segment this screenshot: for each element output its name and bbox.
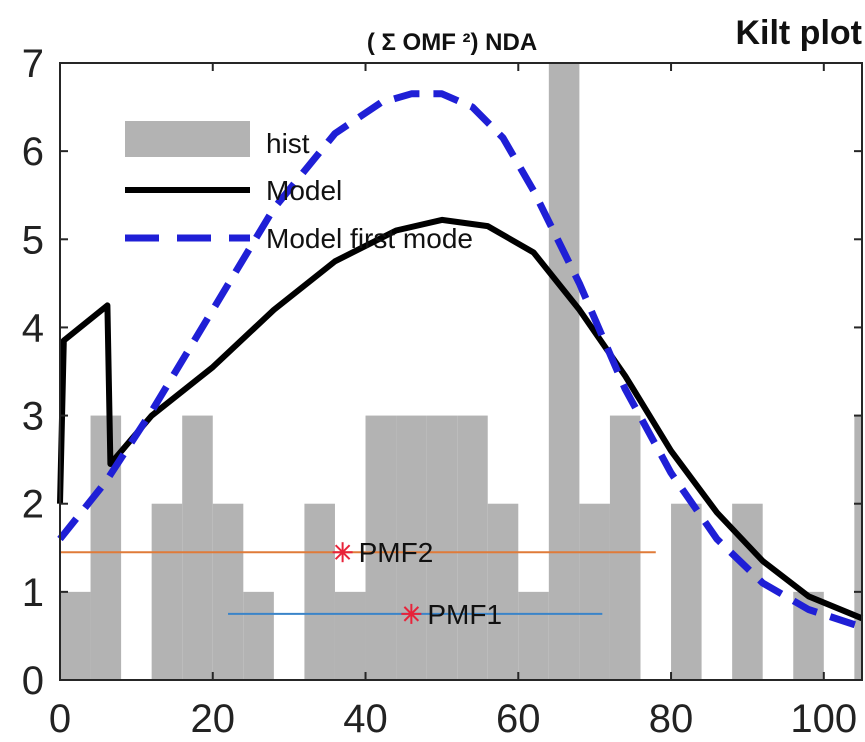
chart-title-right: Kilt plot — [735, 14, 862, 52]
hist-bar-11 — [396, 415, 427, 680]
hist-bar-10 — [365, 415, 397, 680]
x-tick-label-0: 0 — [49, 697, 71, 741]
hist-bar-6 — [243, 591, 274, 680]
axes-frame — [59, 62, 863, 681]
pmf1-marker — [401, 603, 422, 624]
hist-bar-18 — [609, 415, 641, 680]
hist-bar-13 — [457, 415, 488, 680]
pmf2-marker — [332, 542, 353, 563]
hist-bar-17 — [579, 503, 610, 680]
hist-bar-20 — [671, 503, 702, 680]
model-line — [57, 216, 864, 622]
hist-bar-3 — [151, 503, 183, 680]
hist-bar-5 — [212, 503, 244, 680]
hist-bar-4 — [182, 415, 213, 680]
legend-swatch-hist — [125, 121, 250, 157]
hist-bar-26 — [854, 415, 862, 680]
hist-bar-16 — [548, 63, 580, 680]
hist-bar-14 — [487, 503, 519, 680]
legend-label-first_mode: Model first mode — [266, 223, 473, 254]
axis-ticks: 0 20 40 60 80 100 0 1 2 3 4 5 6 7 — [22, 42, 862, 741]
y-tick-label-4: 4 — [22, 306, 44, 350]
y-tick-label-0: 0 — [22, 659, 44, 703]
hist-bar-0 — [60, 591, 91, 680]
legend: hist Model Model first mode — [125, 121, 473, 254]
hist-bar-9 — [334, 591, 366, 680]
y-tick-label-3: 3 — [22, 395, 44, 439]
y-tick-label-6: 6 — [22, 130, 44, 174]
legend-label-hist: hist — [266, 128, 310, 159]
legend-label-model: Model — [266, 175, 342, 206]
chart-title: ( Σ OMF ²) NDA — [367, 29, 537, 56]
first_mode-line — [57, 90, 864, 631]
y-tick-label-5: 5 — [22, 218, 44, 262]
model-curves — [57, 90, 864, 631]
y-tick-label-7: 7 — [22, 42, 44, 86]
hist-bar-12 — [426, 415, 458, 680]
x-tick-label-20: 20 — [191, 697, 236, 741]
pmf-intervals: PMF2 PMF1 — [60, 537, 656, 630]
pmf2-label: PMF2 — [359, 537, 434, 568]
x-tick-label-40: 40 — [343, 697, 388, 741]
x-tick-label-80: 80 — [649, 697, 694, 741]
y-tick-label-2: 2 — [22, 483, 44, 527]
x-tick-label-100: 100 — [790, 697, 857, 741]
hist-bar-8 — [304, 503, 335, 680]
x-tick-label-60: 60 — [496, 697, 541, 741]
y-tick-label-1: 1 — [22, 571, 44, 615]
pmf1-label: PMF1 — [427, 599, 502, 630]
hist-bar-15 — [518, 591, 549, 680]
